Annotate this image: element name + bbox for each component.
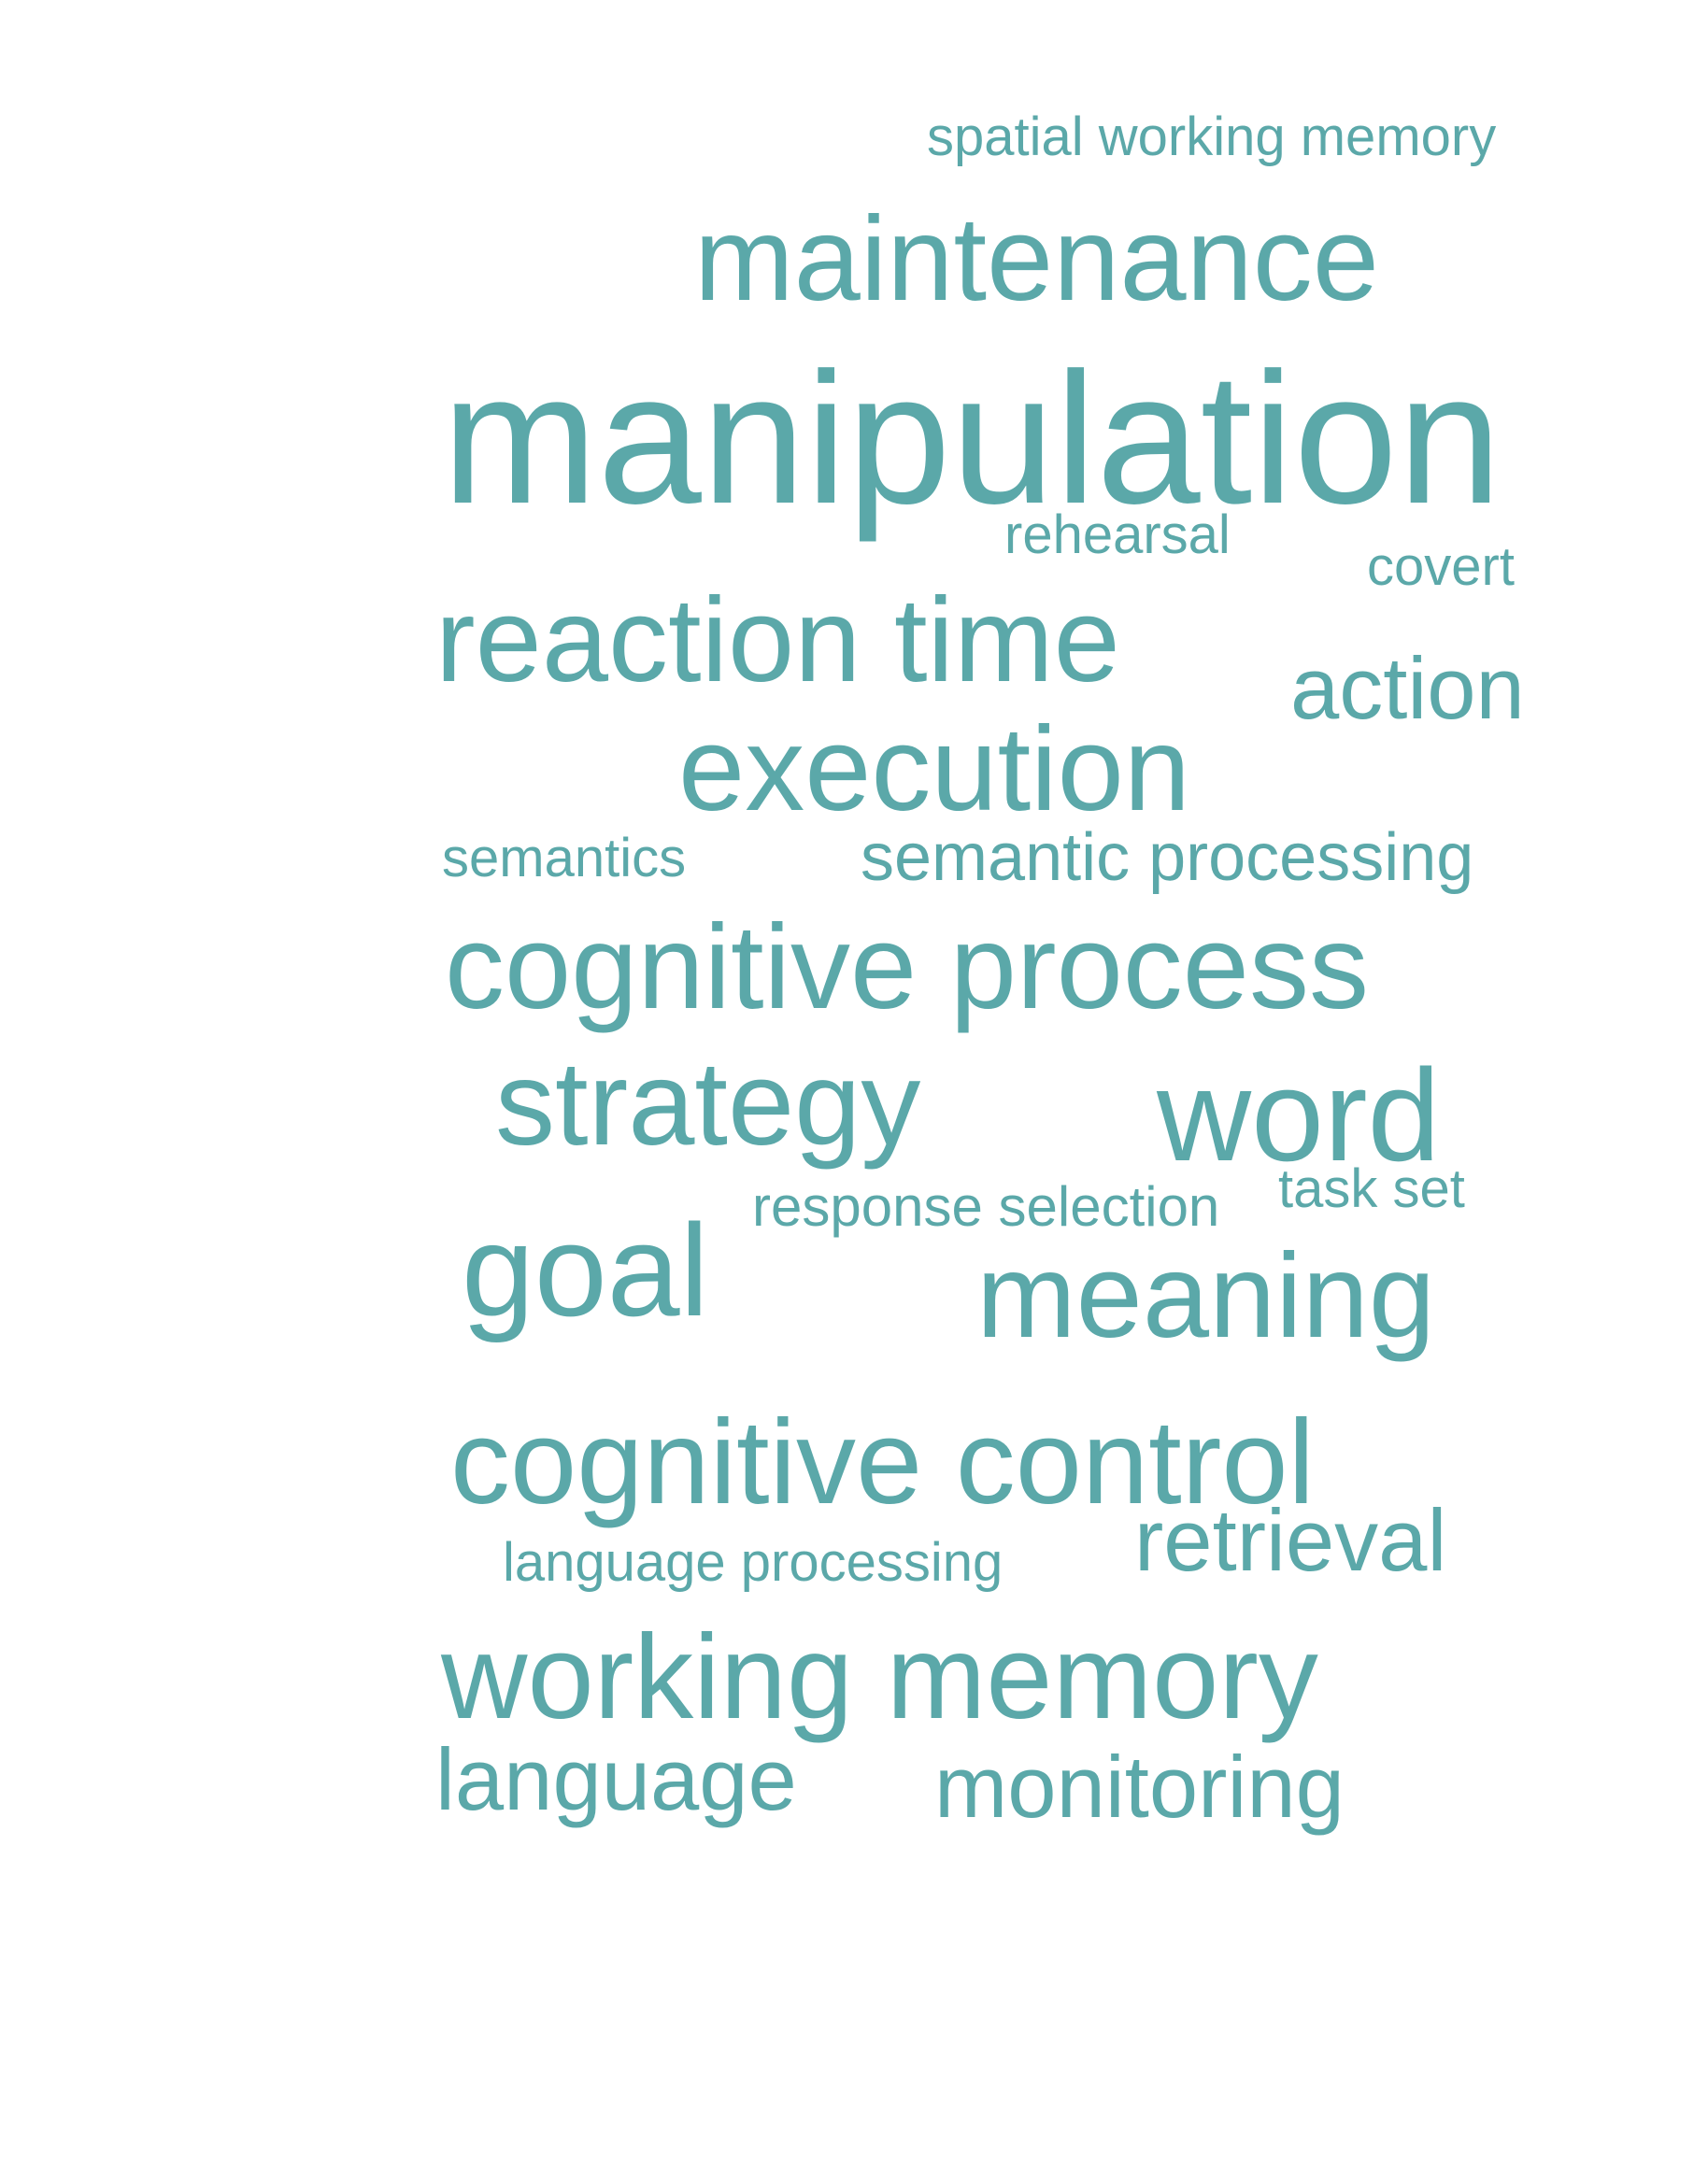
word-task-set: task set <box>1278 1158 1465 1219</box>
word-goal: goal <box>462 1197 709 1343</box>
word-action: action <box>1290 639 1525 737</box>
word-response-selection: response selection <box>752 1175 1220 1238</box>
word-execution: execution <box>678 703 1190 836</box>
word-word: word <box>1157 1042 1441 1188</box>
word-spatial-working-memory: spatial working memory <box>927 106 1497 167</box>
word-language: language <box>435 1730 797 1828</box>
word-monitoring: monitoring <box>934 1738 1345 1836</box>
word-rehearsal: rehearsal <box>1004 504 1231 565</box>
word-retrieval: retrieval <box>1134 1491 1447 1589</box>
word-cognitive-process: cognitive process <box>445 901 1369 1034</box>
word-manipulation: manipulation <box>442 334 1502 543</box>
word-reaction-time: reaction time <box>435 574 1120 707</box>
word-strategy: strategy <box>495 1037 921 1171</box>
word-language-processing: language processing <box>503 1532 1003 1593</box>
word-working-memory: working memory <box>441 1611 1318 1744</box>
word-covert: covert <box>1367 536 1515 597</box>
word-cognitive-control: cognitive control <box>450 1396 1315 1529</box>
word-meaning: meaning <box>976 1229 1435 1363</box>
word-semantics: semantics <box>442 828 687 888</box>
word-semantic-processing: semantic processing <box>861 820 1474 895</box>
word-maintenance: maintenance <box>694 192 1379 326</box>
